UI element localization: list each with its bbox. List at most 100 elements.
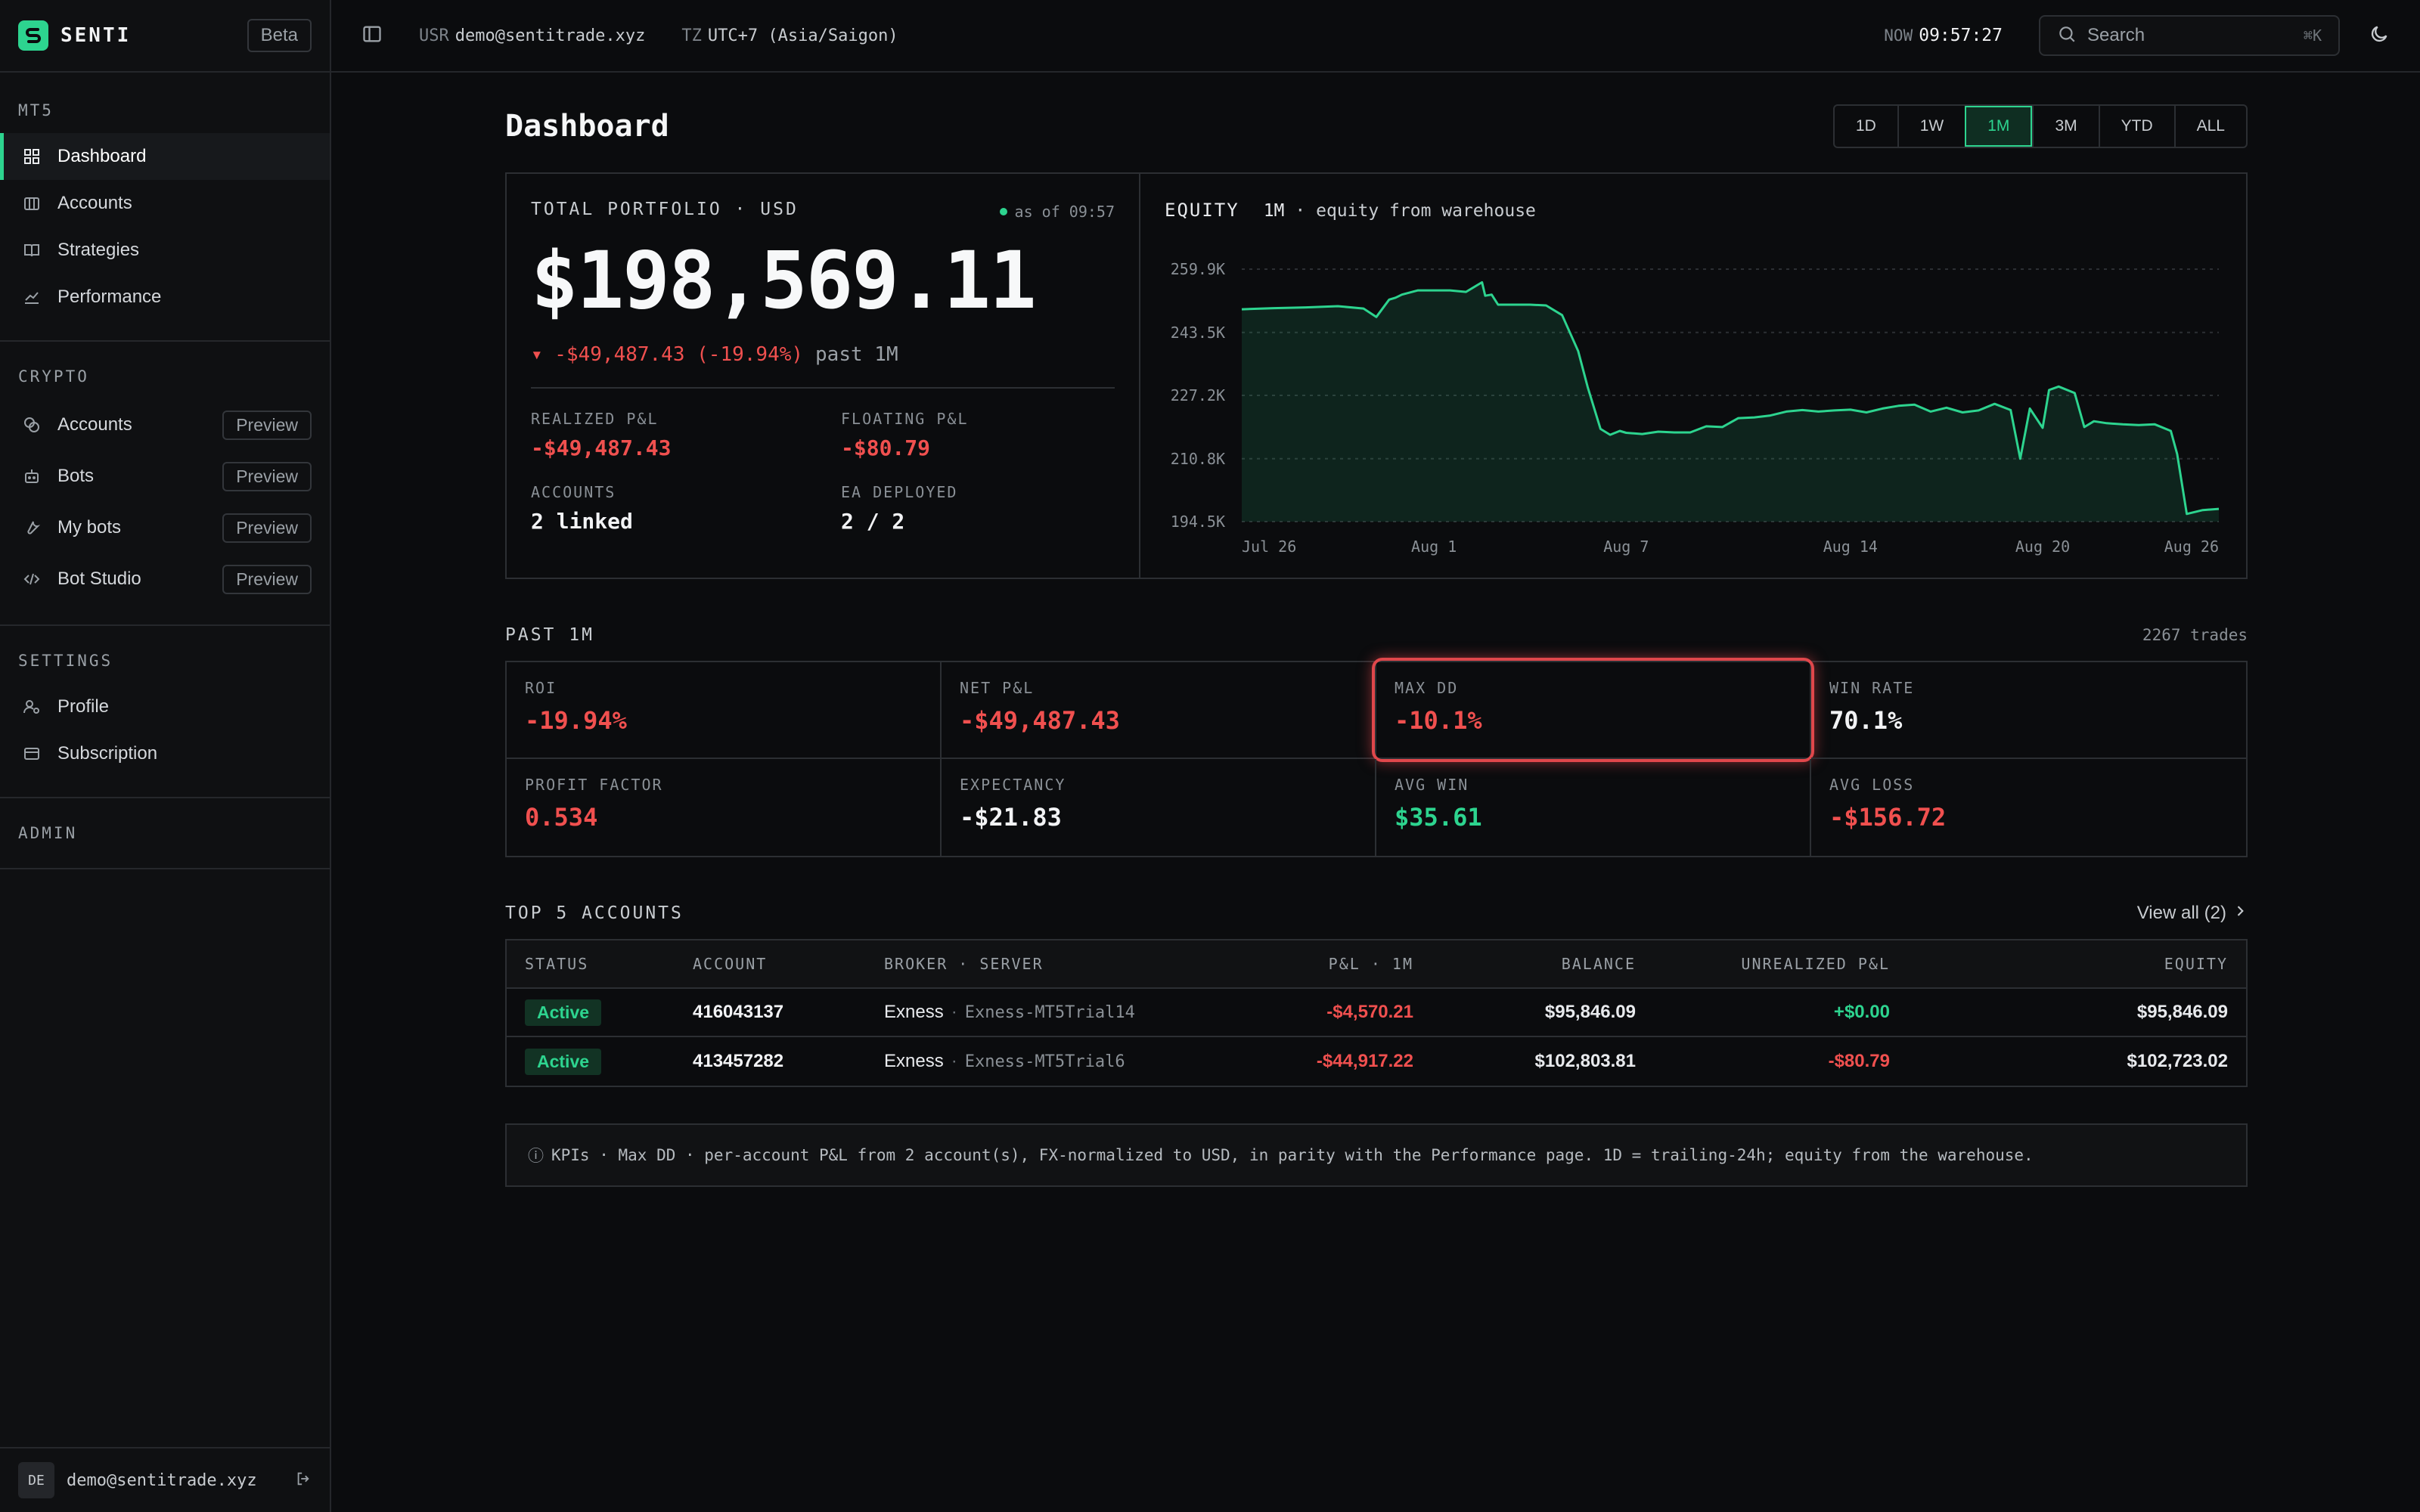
range-ytd[interactable]: YTD: [2098, 106, 2174, 147]
sidebar-item-crypto-accounts[interactable]: Accounts Preview: [0, 399, 330, 451]
equity-line: [1241, 280, 2220, 516]
sidebar: SENTI Beta MT5 Dashboard Accounts Strate…: [0, 0, 331, 1512]
kpi-win-rate: WIN RATE 70.1%: [1811, 662, 2246, 759]
kpi-value: -19.94%: [525, 706, 627, 735]
sidebar-item-label: Accounts: [57, 414, 132, 435]
timezone-label: TZ: [681, 26, 702, 45]
sidebar-item-label: Bot Studio: [57, 569, 141, 589]
sidebar-item-label: Performance: [57, 287, 162, 307]
kpi-label: AVG LOSS: [1829, 776, 1915, 794]
sidebar-item-dashboard[interactable]: Dashboard: [0, 133, 330, 180]
status-badge: Active: [525, 1048, 602, 1075]
kpi-label: EXPECTANCY: [960, 776, 1066, 794]
equity-title: EQUITY: [1165, 200, 1239, 221]
stat-value: -$49,487.43: [531, 435, 672, 460]
as-of-text: as of 09:57: [1014, 203, 1115, 221]
live-dot-icon: [999, 208, 1007, 215]
accounts-header: TOP 5 ACCOUNTS View all (2): [505, 888, 2248, 939]
stat-realized: REALIZED P&L -$49,487.43: [531, 410, 841, 460]
nav-section-crypto: CRYPTO Accounts Preview Bots Preview My …: [0, 342, 330, 626]
range-1d[interactable]: 1D: [1855, 117, 1876, 135]
equity-cell: $102,723.02: [2127, 1051, 2228, 1071]
sidebar-item-accounts[interactable]: Accounts: [0, 180, 330, 227]
sidebar-footer: DE demo@sentitrade.xyz: [0, 1447, 330, 1512]
table-header: STATUS ACCOUNT BROKER · SERVER P&L · 1M …: [507, 940, 2246, 989]
equity-area: [1242, 282, 2219, 522]
col-unrealized[interactable]: UNREALIZED P&L: [1741, 955, 1890, 973]
sidebar-item-performance[interactable]: Performance: [0, 274, 330, 321]
x-tick-label: Aug 20: [2015, 538, 2070, 556]
range-1m[interactable]: 1M: [1965, 106, 2033, 147]
col-broker[interactable]: BROKER · SERVER: [884, 955, 1044, 973]
equity-chart: 259.9K 243.5K 227.2K 210.8K 194.5K Jul 26 Aug …: [1171, 260, 2220, 556]
stat-value: 2 linked: [531, 509, 633, 534]
equity-header: EQUITY 1M · equity from warehouse: [1165, 200, 2222, 221]
server-name: Exness-MT5Trial14: [964, 1003, 1135, 1022]
kpi-profit-factor: PROFIT FACTOR 0.534: [507, 759, 942, 856]
broker-cell: Exness · Exness-MT5Trial14: [884, 1002, 1156, 1023]
stat-label: FLOATING P&L: [841, 410, 969, 428]
overview-panel: TOTAL PORTFOLIO · USD as of 09:57 $198,5…: [505, 172, 2248, 579]
account-id: 416043137: [693, 1002, 784, 1022]
logout-icon[interactable]: [295, 1470, 312, 1491]
avatar[interactable]: DE: [18, 1462, 54, 1498]
col-account[interactable]: ACCOUNT: [693, 955, 768, 973]
broker-name: Exness: [884, 1051, 944, 1071]
view-all-link[interactable]: View all (2): [2137, 903, 2248, 924]
sidebar-item-bots[interactable]: Bots Preview: [0, 451, 330, 502]
col-balance[interactable]: BALANCE: [1561, 955, 1636, 973]
y-tick-label: 259.9K: [1171, 260, 1225, 278]
sidebar-item-strategies[interactable]: Strategies: [0, 227, 330, 274]
info-icon: ⓘ: [528, 1147, 544, 1165]
stat-ea-deployed: EA DEPLOYED 2 / 2: [841, 483, 1115, 534]
pnl-cell: -$44,917.22: [1316, 1051, 1413, 1071]
sidebar-item-label: Strategies: [57, 240, 140, 260]
info-text: KPIs · Max DD · per-account P&L from 2 a…: [551, 1146, 2034, 1164]
nav-section-admin: ADMIN: [0, 798, 330, 869]
main-content: Dashboard 1D 1W 1M 3M YTD ALL TOTAL PORT…: [505, 73, 2248, 1187]
sidebar-item-my-bots[interactable]: My bots Preview: [0, 502, 330, 553]
range-selector: 1D 1W 1M 3M YTD ALL: [1832, 104, 2248, 148]
sidebar-toggle-icon[interactable]: [361, 23, 383, 48]
col-equity[interactable]: EQUITY: [2164, 955, 2228, 973]
info-note: ⓘ KPIs · Max DD · per-account P&L from 2…: [505, 1123, 2248, 1187]
divider: [531, 387, 1115, 389]
x-tick-label: Aug 14: [1823, 538, 1878, 556]
range-1w[interactable]: 1W: [1897, 106, 1965, 147]
sidebar-item-profile[interactable]: Profile: [0, 683, 330, 730]
user-label: USR: [419, 26, 449, 45]
nav-heading: SETTINGS: [18, 652, 113, 670]
wrench-icon: [21, 517, 42, 538]
table-row[interactable]: Active 416043137 Exness · Exness-MT5Trial1…: [507, 989, 2246, 1037]
sidebar-item-label: My bots: [57, 517, 122, 538]
search-input[interactable]: Search ⌘K: [2039, 15, 2340, 56]
coins-icon: [21, 414, 42, 435]
broker-name: Exness: [884, 1002, 944, 1022]
portfolio-label: TOTAL PORTFOLIO · USD: [531, 200, 799, 219]
sidebar-item-subscription[interactable]: Subscription: [0, 730, 330, 777]
book-icon: [21, 240, 42, 261]
server-name: Exness-MT5Trial6: [964, 1052, 1125, 1071]
preview-badge: Preview: [222, 513, 312, 543]
col-pnl[interactable]: P&L · 1M: [1328, 955, 1413, 973]
brand: SENTI Beta: [0, 0, 330, 73]
equity-desc: · equity from warehouse: [1295, 201, 1536, 221]
kpi-label: NET P&L: [960, 679, 1035, 697]
x-tick-label: Jul 26: [1242, 538, 1296, 556]
stat-value: 2 / 2: [841, 509, 905, 534]
stat-accounts: ACCOUNTS 2 linked: [531, 483, 841, 534]
accounts-heading: TOP 5 ACCOUNTS: [505, 903, 684, 923]
user-email: demo@sentitrade.xyz: [67, 1470, 257, 1490]
moon-icon[interactable]: [2369, 23, 2390, 48]
col-status[interactable]: STATUS: [525, 955, 589, 973]
range-3m[interactable]: 3M: [2032, 106, 2098, 147]
equity-range: 1M: [1263, 201, 1285, 221]
bot-icon: [21, 466, 42, 487]
kpi-expectancy: EXPECTANCY -$21.83: [942, 759, 1376, 856]
range-all[interactable]: ALL: [2173, 106, 2246, 147]
y-tick-label: 210.8K: [1171, 450, 1225, 468]
table-row[interactable]: Active 413457282 Exness · Exness-MT5Trial6…: [507, 1037, 2246, 1086]
preview-badge: Preview: [222, 461, 312, 491]
sidebar-item-bot-studio[interactable]: Bot Studio Preview: [0, 553, 330, 605]
search-icon: [2057, 24, 2077, 48]
